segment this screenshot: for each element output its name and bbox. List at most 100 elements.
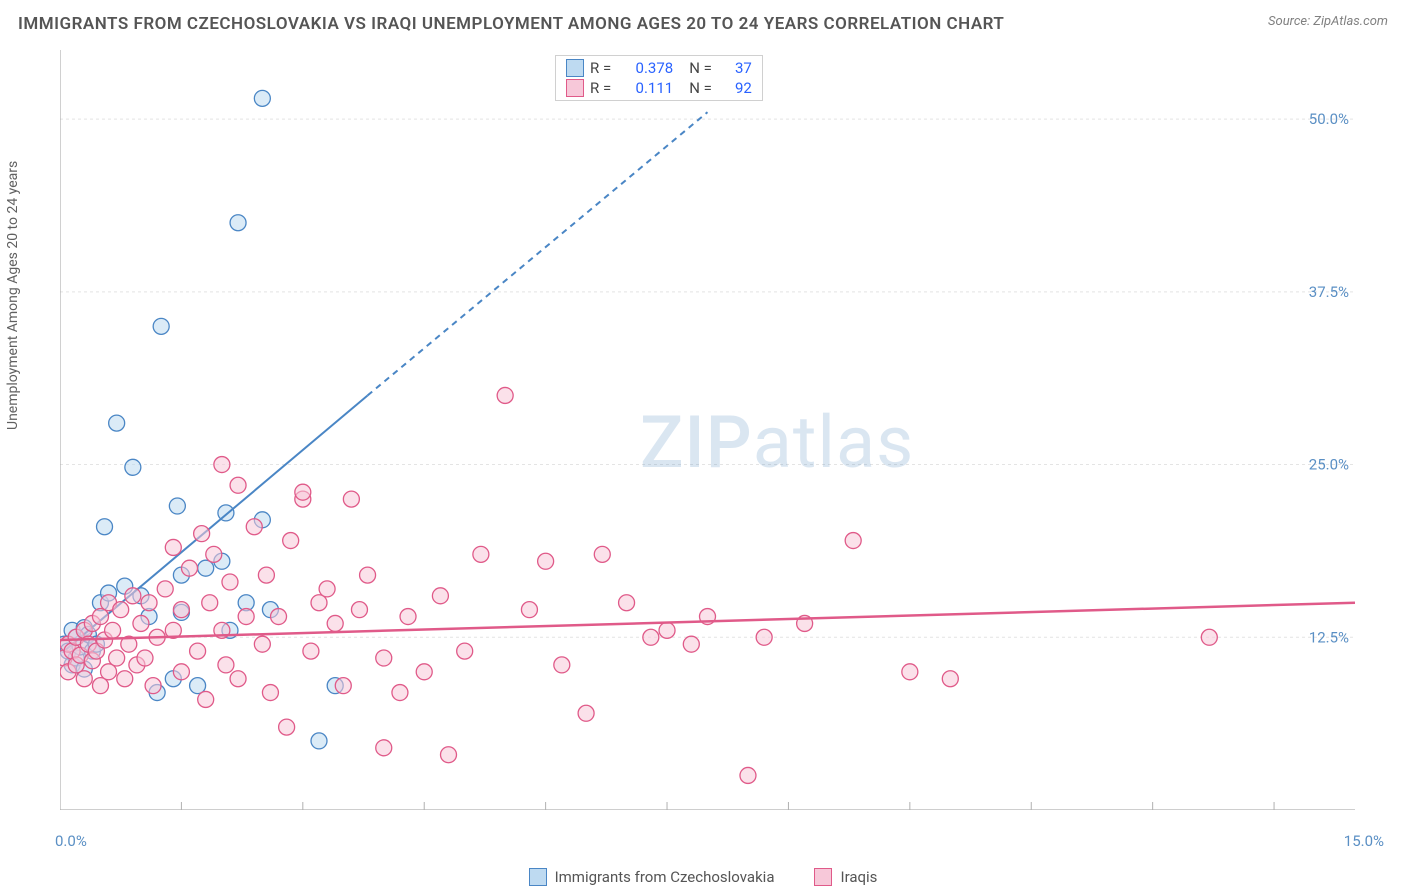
series-legend-item: Immigrants from Czechoslovakia [529,868,775,886]
iraqi-point [473,546,489,562]
iraqi-point [182,560,198,576]
iraqi-point [845,533,861,549]
iraqi-point [432,588,448,604]
iraqi-point [218,657,234,673]
legend-r-label: R = [590,79,611,97]
iraqi-point [246,519,262,535]
y-tick-label: 37.5% [1309,283,1349,301]
series-legend-label: Iraqis [840,868,877,886]
series-legend: Immigrants from Czechoslovakia Iraqis [0,868,1406,886]
iraqi-point [238,609,254,625]
czech-point [230,215,246,231]
legend-swatch [566,59,584,77]
scatter-chart: 12.5% 25.0% 37.5% 50.0% [60,50,1355,810]
legend-n-value: 92 [722,79,752,97]
iraqi-point [376,740,392,756]
iraqi-point [441,747,457,763]
iraqi-point [327,615,343,631]
czech-point [153,318,169,334]
iraqi-point [214,457,230,473]
legend-swatch [566,79,584,97]
iraqi-point [157,581,173,597]
iraqi-point [230,477,246,493]
czech-point [109,415,125,431]
iraqi-point [262,685,278,701]
czech-point [169,498,185,514]
czech-point [254,90,270,106]
iraqi-point [376,650,392,666]
legend-row: R = 0.378 N = 37 [556,58,762,78]
x-axis-max-label: 15.0% [1344,832,1384,850]
iraqi-point [254,636,270,652]
iraqi-point [258,567,274,583]
iraqi-point [105,622,121,638]
legend-r-value: 0.378 [621,59,673,77]
legend-n-label: N = [689,59,712,77]
iraqi-point [141,595,157,611]
iraqi-point [619,595,635,611]
x-axis-min-label: 0.0% [55,832,87,850]
iraqi-point [538,553,554,569]
legend-row: R = 0.111 N = 92 [556,78,762,98]
iraqi-point [173,664,189,680]
iraqi-point [125,588,141,604]
iraqi-point [303,643,319,659]
iraqi-point [578,705,594,721]
iraqi-point [202,595,218,611]
legend-swatch [814,868,832,886]
iraqi-point [416,664,432,680]
iraqi-point [594,546,610,562]
iraqi-point [283,533,299,549]
chart-title: IMMIGRANTS FROM CZECHOSLOVAKIA VS IRAQI … [18,14,1004,34]
iraqi-point [683,636,699,652]
iraqi-point [1201,629,1217,645]
legend-n-label: N = [689,79,712,97]
iraqi-point [335,678,351,694]
y-tick-label: 50.0% [1309,110,1349,128]
iraqi-point [554,657,570,673]
iraqi-point [942,671,958,687]
y-tick-label: 12.5% [1309,628,1349,646]
iraqi-point [76,671,92,687]
iraqi-point [206,546,222,562]
iraqi-point [659,622,675,638]
iraqi-point [145,678,161,694]
legend-swatch [529,868,547,886]
iraqi-point [392,685,408,701]
legend-r-value: 0.111 [621,79,673,97]
iraqi-point [173,602,189,618]
czech-point [125,459,141,475]
series-legend-label: Immigrants from Czechoslovakia [555,868,775,886]
iraqi-point [133,615,149,631]
iraqi-point [271,609,287,625]
series-legend-item: Iraqis [814,868,877,886]
iraqi-point [113,602,129,618]
legend-r-label: R = [590,59,611,77]
czech-trendline-dashed [368,112,708,395]
iraqi-point [521,602,537,618]
legend-n-value: 37 [722,59,752,77]
iraqi-point [194,526,210,542]
iraqi-point [230,671,246,687]
iraqi-point [457,643,473,659]
y-axis-label: Unemployment Among Ages 20 to 24 years [5,161,21,430]
czech-point [97,519,113,535]
iraqi-point [351,602,367,618]
czech-point [311,733,327,749]
iraqi-point [190,643,206,659]
iraqi-point [109,650,125,666]
iraqi-point [400,609,416,625]
source-label: Source: ZipAtlas.com [1268,14,1388,29]
correlation-legend: R = 0.378 N = 37 R = 0.111 N = 92 [555,55,763,101]
y-tick-label: 25.0% [1309,456,1349,474]
iraqi-point [756,629,772,645]
iraqi-point [343,491,359,507]
iraqi-point [165,539,181,555]
iraqi-point [740,767,756,783]
iraqi-point [360,567,376,583]
iraqi-point [902,664,918,680]
iraqi-point [295,484,311,500]
iraqi-point [137,650,153,666]
iraqi-point [279,719,295,735]
iraqi-point [198,691,214,707]
